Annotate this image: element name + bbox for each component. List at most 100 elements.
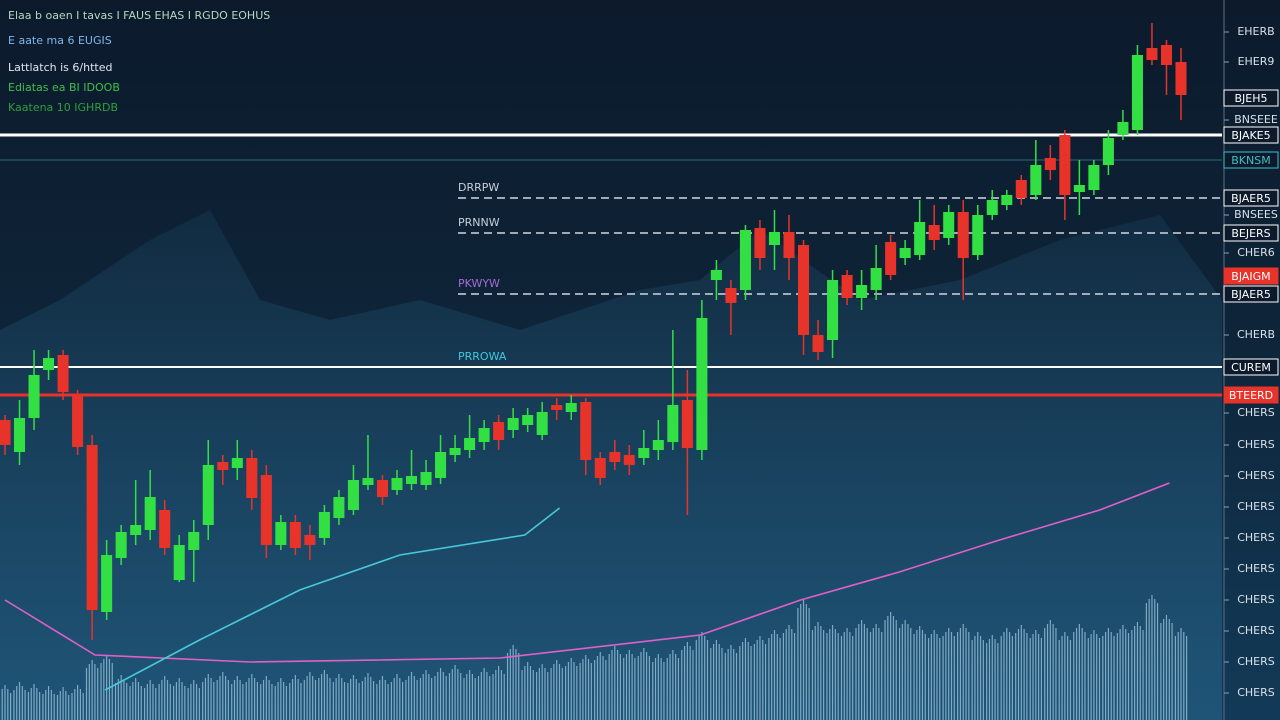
price-tag-label: BJAER5 [1231,192,1271,205]
indicator-line [4,482,1170,663]
candle-body [768,232,780,245]
indicator-line [104,507,561,691]
candle-body [260,475,272,545]
candle-body [841,275,853,298]
price-axis: EHERB EHER9 BNSEEE BNSEES CHER6 CHERB CHERS CHE… [1224,25,1278,699]
candle-body [667,405,679,442]
candle-body [101,555,113,612]
candle-body [1117,122,1129,135]
price-tag [1223,189,1279,207]
candle-body [333,497,345,518]
price-tag-label: BJEH5 [1234,92,1267,105]
candle-body [812,335,824,352]
candle-body [652,440,664,450]
candle-body [696,318,708,450]
price-tag [1223,358,1279,376]
y-tick-label: EHER9 [1238,55,1275,68]
candle-body [856,285,868,298]
candle-body [406,476,418,484]
price-tag-label: CUREM [1231,361,1271,374]
y-tick-label: CHERS [1237,686,1275,699]
price-tag-label: BEJERS [1231,227,1270,240]
y-tick-label: BNSEEE [1234,113,1278,126]
candle-body [986,200,998,215]
candle-body [493,422,505,440]
candle-body [1073,185,1085,192]
y-tick-label: CHERS [1237,624,1275,637]
price-tag [1223,151,1279,169]
candle-body [362,478,374,485]
header-text: E aate ma 6 EUGIS [8,34,112,47]
candle-body [580,402,592,460]
y-tick-label: CHERS [1237,593,1275,606]
candle-body [86,445,98,610]
candle-body [246,458,258,498]
candle-body [464,438,476,450]
candle-body [1044,158,1056,170]
candle-body [173,545,185,580]
price-tag-label: BJAKE5 [1231,129,1270,142]
levels: BJEH5 BJAKE5 BKNSM DRRPW BJAER5 PRNNW BEJERS BJ… [0,89,1279,404]
candle-body [565,403,577,412]
candle-body [681,400,693,448]
candle-body [435,452,447,478]
backdrop [0,210,1222,720]
candle-body [972,215,984,255]
candle-body [725,288,737,303]
candle-body [217,462,229,470]
price-tag [1223,89,1279,107]
candle-body [754,228,766,258]
candle-body [507,418,519,430]
price-tag-label: BJAIGM [1231,270,1270,283]
candle-body [609,452,621,462]
candle-body [522,415,534,425]
candle-body [928,225,940,240]
candle-body [536,412,548,435]
level-label: DRRPW [458,181,499,194]
level-label: PRROWA [458,350,507,363]
candle-body [739,230,751,290]
candle-body [28,375,40,418]
level-label: PKWYW [458,277,500,290]
candle-body [289,522,301,548]
candle-body [885,242,897,275]
candle-body [827,280,839,340]
candle-body [130,525,142,535]
y-tick-label: CHERS [1237,562,1275,575]
header-text: Lattlatch is 6/htted [8,61,112,74]
y-tick-label: CHERS [1237,438,1275,451]
candle-body [638,448,650,458]
header-text: Kaatena 10 IGHRDB [8,101,118,114]
candle-body [115,532,127,558]
candle-body [899,248,911,258]
candle-body [1160,45,1172,65]
candle-body [1030,165,1042,195]
y-tick-label: CHERS [1237,500,1275,513]
price-tag [1223,267,1279,285]
candle-body [347,480,359,510]
candle-body [1131,55,1143,130]
candle-body [594,458,606,478]
price-tag-label: BKNSM [1231,154,1270,167]
candle-body [188,532,200,550]
candle-body [449,448,461,455]
candle-body [1146,48,1158,60]
y-tick-label: CHERB [1237,328,1275,341]
price-tag-label: BTEERD [1229,389,1273,402]
candle-body [420,472,432,485]
candle-body [870,268,882,290]
candle-body [1175,62,1187,95]
candle-body [43,358,55,370]
candle-body [1059,135,1071,195]
candle-body [159,510,171,548]
y-tick-label: EHERB [1237,25,1274,38]
candle-body [72,395,84,447]
candles [0,23,1187,640]
candle-body [478,428,490,442]
header-text: Elaa b oaen I tavas I FAUS EHAS I RGDO E… [8,9,270,22]
candle-body [318,512,330,538]
y-tick-label: CHERS [1237,469,1275,482]
candle-body [202,465,214,525]
candle-body [914,222,926,255]
